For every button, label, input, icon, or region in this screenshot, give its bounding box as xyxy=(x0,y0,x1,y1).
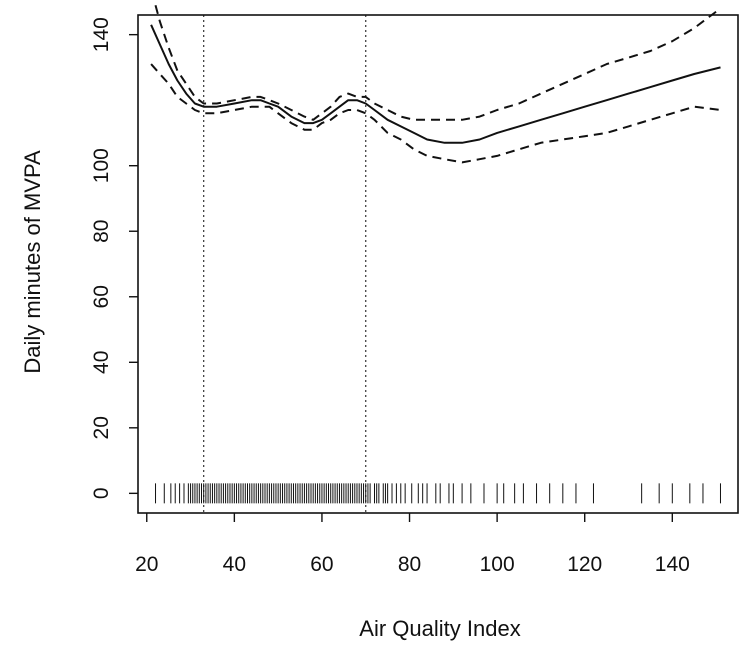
x-tick-label: 100 xyxy=(480,553,515,576)
x-tick-label: 140 xyxy=(655,553,690,576)
x-axis-title: Air Quality Index xyxy=(359,616,520,641)
x-tick-label: 120 xyxy=(567,553,602,576)
lower-ci-line xyxy=(150,63,721,164)
x-axis-ticks: 20 40 60 80 100 120 140 xyxy=(135,513,690,576)
y-tick-label: 40 xyxy=(90,351,113,374)
y-axis-title: Daily minutes of MVPA xyxy=(20,150,45,374)
y-tick-label: 60 xyxy=(90,285,113,308)
reference-lines xyxy=(203,15,367,513)
y-tick-label: 100 xyxy=(90,148,113,183)
y-tick-label: 0 xyxy=(90,487,113,499)
x-tick-label: 80 xyxy=(398,553,421,576)
estimate-line xyxy=(150,24,721,144)
x-tick-label: 60 xyxy=(310,553,333,576)
y-tick-label: 20 xyxy=(90,416,113,439)
y-tick-label: 80 xyxy=(90,220,113,243)
x-tick-label: 40 xyxy=(223,553,246,576)
rug-marks xyxy=(155,483,721,504)
y-tick-label: 140 xyxy=(90,17,113,52)
x-tick-label: 20 xyxy=(135,553,158,576)
plot-frame xyxy=(137,14,739,514)
series-lines xyxy=(150,4,722,164)
upper-ci-line xyxy=(154,4,722,121)
y-axis-ticks: 0 20 40 60 80 100 140 xyxy=(90,17,138,499)
